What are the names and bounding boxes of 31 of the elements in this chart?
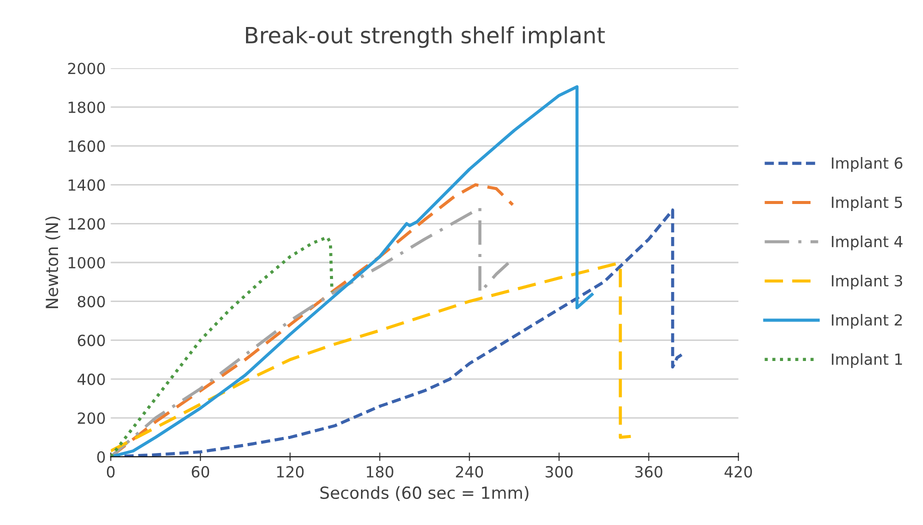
y-tick-label: 1200 — [68, 218, 105, 230]
line-series — [110, 236, 334, 457]
y-tick-label: 2000 — [68, 62, 105, 74]
x-tick-label: 420 — [724, 466, 752, 478]
x-tick-label: 300 — [546, 466, 573, 478]
y-tick-label: 800 — [78, 296, 105, 308]
y-tick-label: 1800 — [68, 102, 105, 114]
y-tick-label: 200 — [78, 412, 105, 424]
y-axis-title: Newton (N) — [45, 216, 60, 308]
y-tick-label: 0 — [97, 451, 105, 463]
x-tick-label: 360 — [635, 466, 662, 478]
line-series — [110, 85, 594, 457]
legend-label: Implant 1 — [832, 353, 902, 368]
x-tick-label: 120 — [277, 466, 304, 478]
chart-title: Break-out strength shelf implant — [246, 26, 605, 48]
legend-label: Implant 6 — [832, 157, 902, 172]
x-tick-label: 60 — [192, 466, 210, 478]
y-tick-label: 400 — [77, 374, 105, 386]
line-series — [110, 262, 632, 452]
y-tick-label: 1600 — [68, 140, 105, 152]
legend-label: Implant 4 — [832, 235, 902, 250]
y-tick-label: 1400 — [68, 179, 105, 191]
x-tick-label: 180 — [366, 466, 394, 478]
y-tick-label: 1000 — [68, 256, 105, 269]
legend-label: Implant 2 — [832, 314, 902, 329]
legend-label: Implant 3 — [832, 274, 902, 290]
legend-label: Implant 5 — [832, 196, 902, 212]
x-axis-title: Seconds (60 sec = 1mm) — [320, 486, 528, 501]
x-tick-label: 0 — [106, 466, 115, 478]
x-tick-label: 240 — [456, 466, 483, 478]
y-tick-label: 600 — [78, 334, 105, 346]
